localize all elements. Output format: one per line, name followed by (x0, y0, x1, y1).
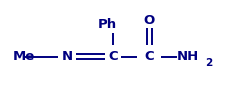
Text: Me: Me (13, 50, 35, 63)
Text: C: C (145, 50, 154, 63)
Text: 2: 2 (206, 58, 213, 68)
Text: NH: NH (177, 50, 199, 63)
Text: C: C (108, 50, 118, 63)
Text: Ph: Ph (97, 18, 117, 31)
Text: O: O (144, 14, 155, 27)
Text: N: N (61, 50, 73, 63)
